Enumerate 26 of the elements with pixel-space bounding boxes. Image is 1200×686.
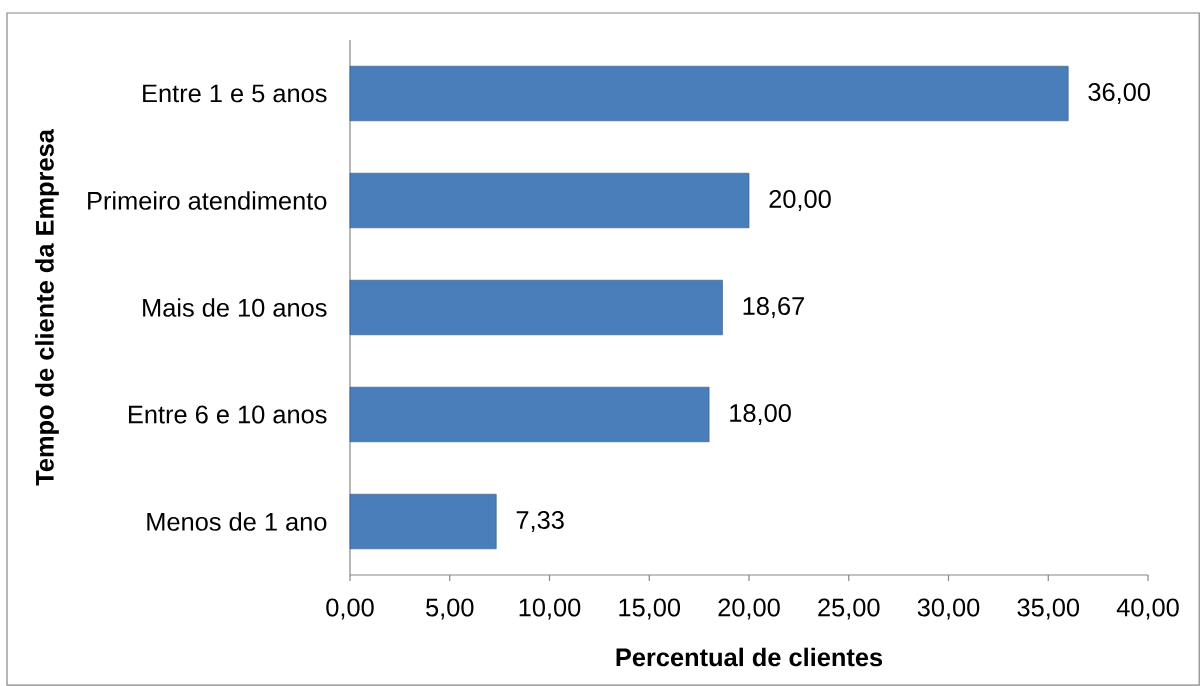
y-axis-title: Tempo de cliente da Empresa: [35, 128, 59, 486]
bar: [349, 65, 1069, 122]
bar: [349, 493, 497, 550]
data-label: 7,33: [516, 511, 564, 532]
bar: [349, 172, 750, 229]
x-tick-label: 5,00: [426, 598, 474, 620]
bar: [349, 279, 723, 336]
y-tick-label: Mais de 10 anos: [143, 298, 327, 317]
x-axis-title: Percentual de clientes: [616, 647, 883, 667]
x-tick-label: 20,00: [718, 598, 780, 620]
x-tick-label: 25,00: [818, 598, 880, 620]
x-tick-label: 10,00: [519, 598, 581, 620]
x-tick-label: 15,00: [619, 598, 681, 620]
data-label: 36,00: [1088, 83, 1150, 104]
y-tick-label: Primeiro atendimento: [88, 191, 327, 210]
data-label: 18,67: [743, 297, 804, 318]
y-tick-label: Entre 1 e 5 anos: [143, 84, 327, 103]
y-tick-label: Entre 6 e 10 anos: [129, 405, 327, 424]
bar: [349, 386, 710, 443]
x-tick-label: 40,00: [1116, 598, 1179, 620]
x-tick-label: 35,00: [1017, 598, 1080, 620]
y-tick-label: Menos de 1 ano: [147, 512, 327, 531]
x-tick-label: 30,00: [917, 598, 980, 620]
data-label: 20,00: [769, 190, 831, 211]
data-label: 18,00: [730, 404, 791, 425]
x-tick-label: 0,00: [326, 598, 374, 620]
